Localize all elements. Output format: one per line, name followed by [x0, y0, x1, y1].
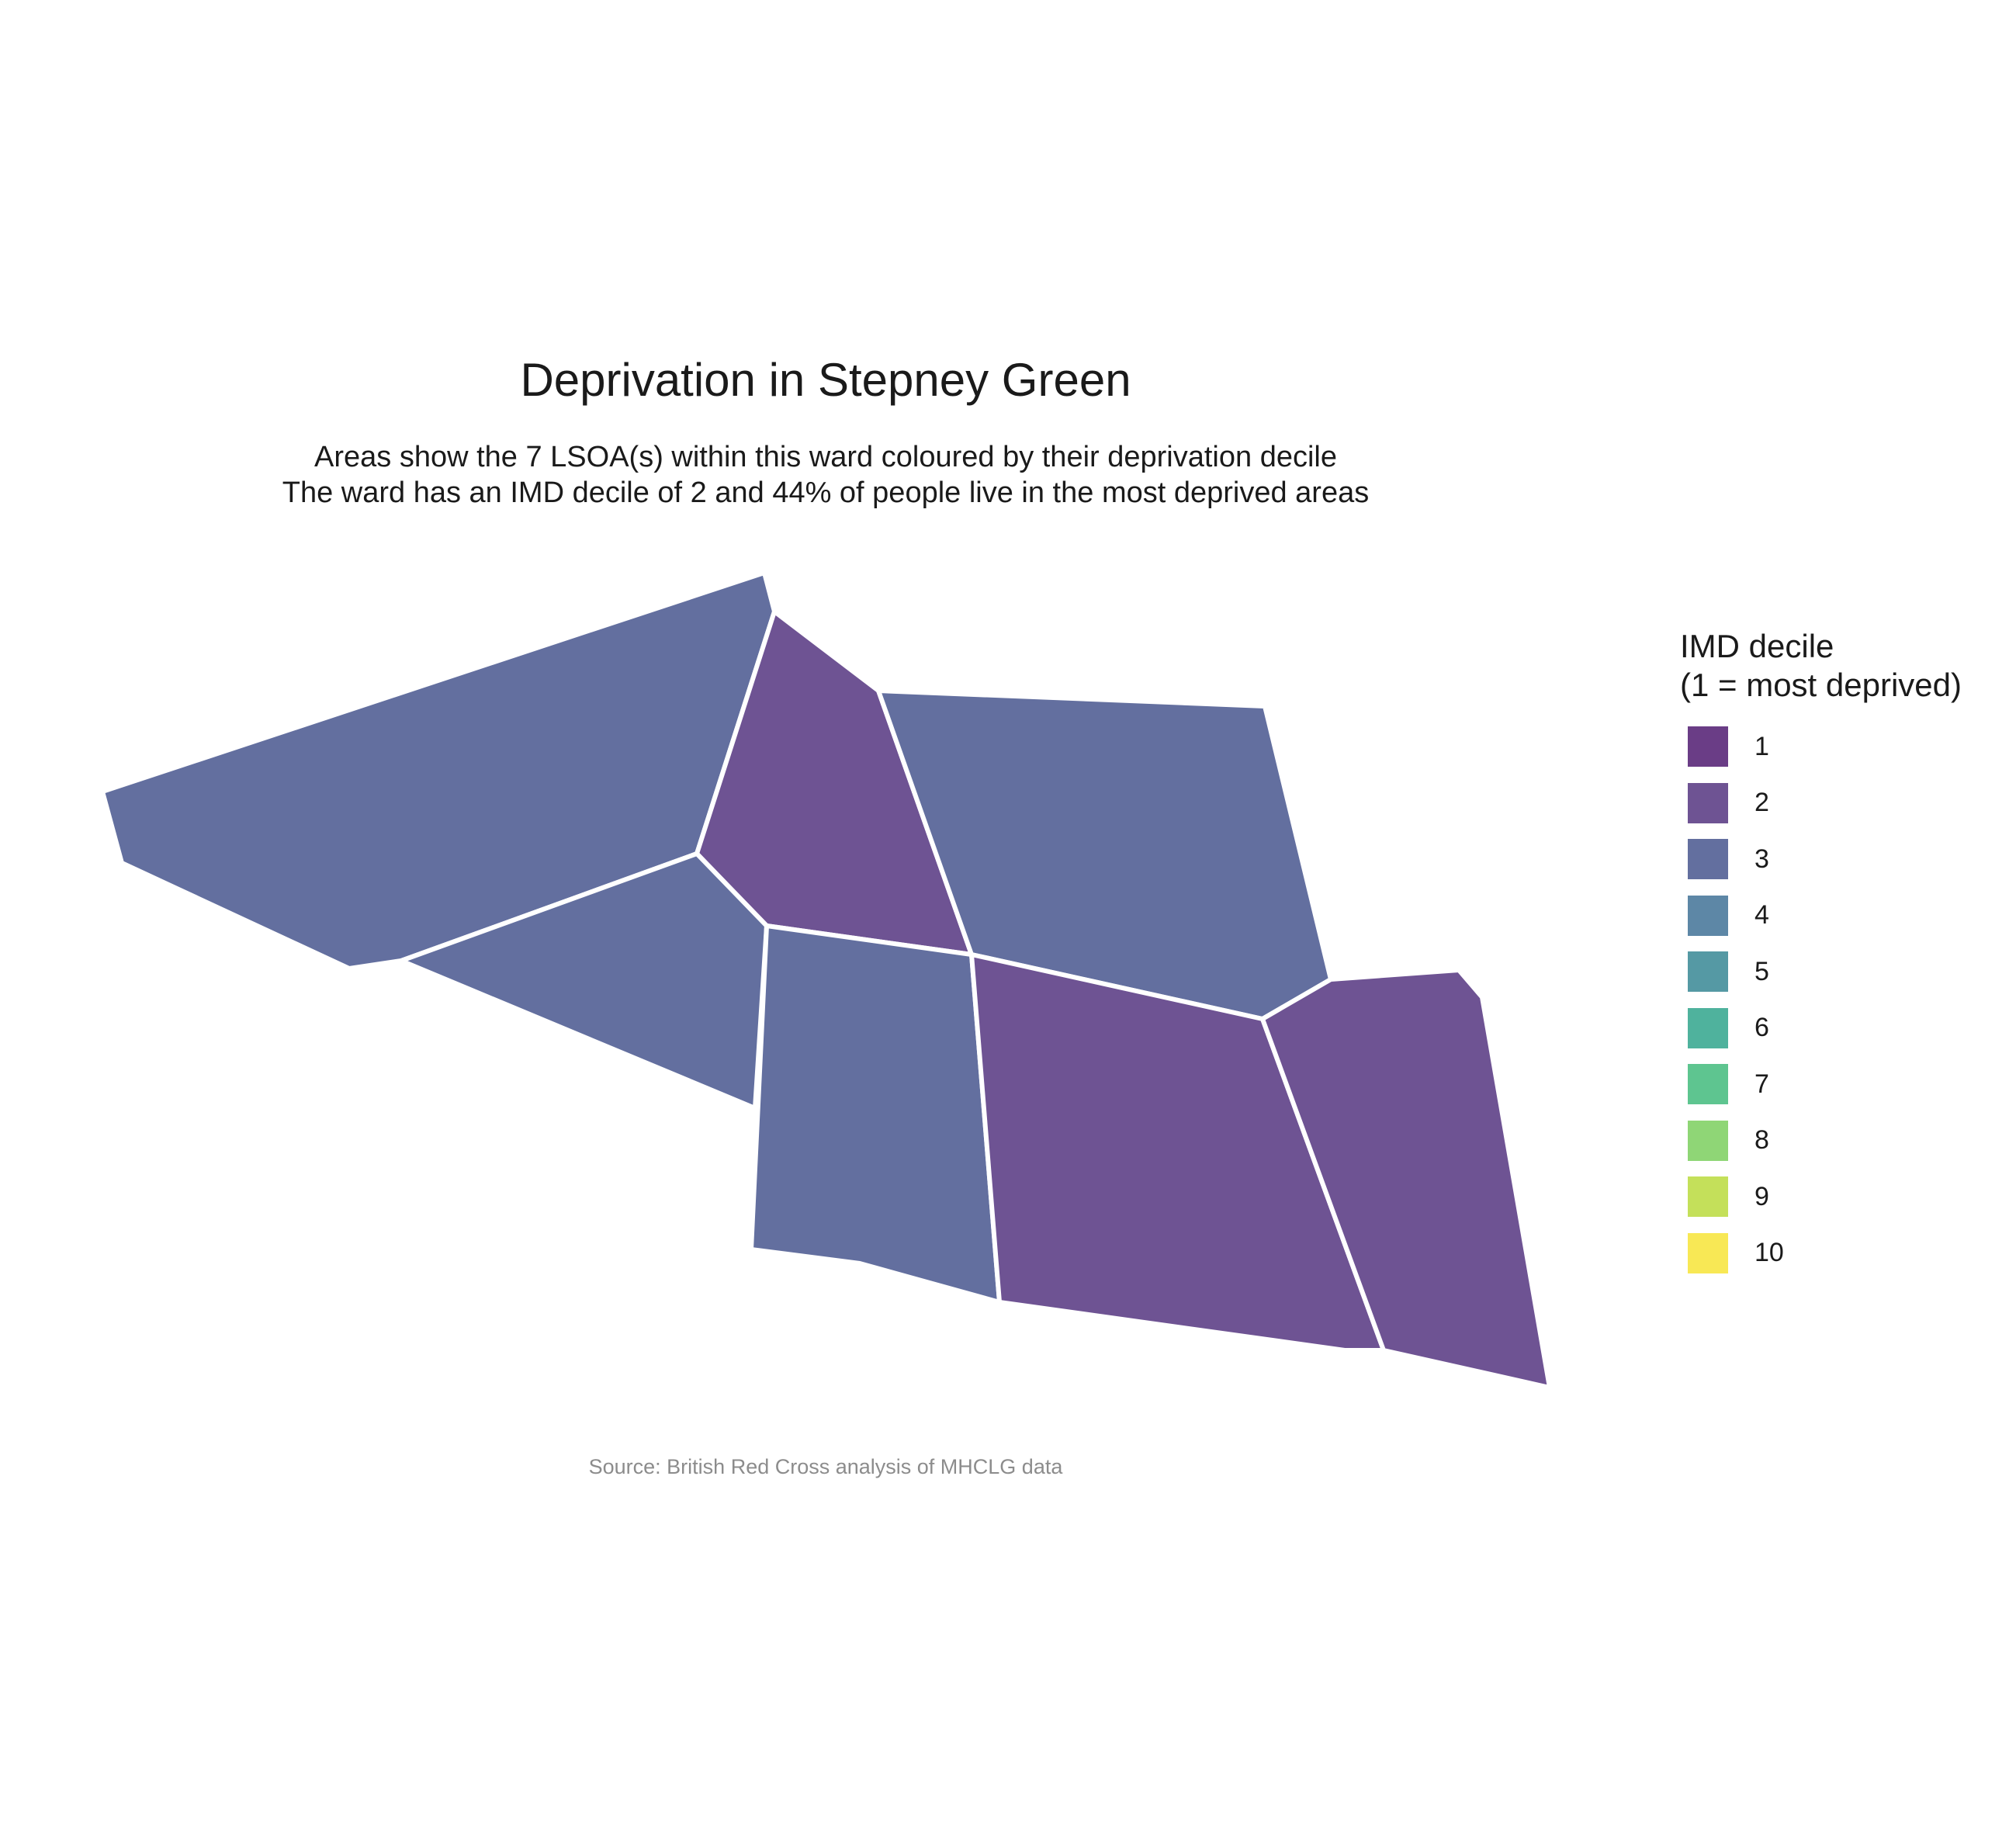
legend-title-line-1: IMD decile [1680, 628, 1834, 664]
legend-item: 5 [1680, 944, 1962, 1000]
legend-item: 4 [1680, 888, 1962, 944]
legend-label: 10 [1754, 1238, 1784, 1268]
legend-label: 5 [1754, 956, 1769, 986]
legend-swatch [1688, 1232, 1728, 1273]
legend-swatch [1688, 839, 1728, 880]
legend-swatch [1688, 726, 1728, 768]
map-caption: Source: British Red Cross analysis of MH… [588, 1455, 1063, 1478]
legend-label: 4 [1754, 900, 1769, 930]
legend-label: 3 [1754, 844, 1769, 874]
legend-item: 10 [1680, 1225, 1962, 1282]
lsoa-area-southeast[interactable] [969, 952, 1386, 1353]
legend-item: 8 [1680, 1113, 1962, 1169]
map-title: Deprivation in Stepney Green [520, 354, 1131, 406]
map-subtitle-line-1: Areas show the 7 LSOA(s) within this war… [314, 441, 1337, 473]
lsoa-area-south-central[interactable] [749, 923, 1002, 1305]
legend-swatch [1688, 895, 1728, 936]
legend-label: 7 [1754, 1069, 1769, 1099]
legend-items: 1 2 3 4 5 6 7 8 9 10 [1680, 719, 1962, 1281]
legend-item: 3 [1680, 831, 1962, 888]
legend-swatch [1688, 782, 1728, 823]
legend-swatch [1688, 1064, 1728, 1105]
legend-label: 9 [1754, 1181, 1769, 1211]
legend-item: 9 [1680, 1169, 1962, 1225]
legend-item: 2 [1680, 775, 1962, 832]
legend-label: 1 [1754, 731, 1769, 761]
legend-label: 2 [1754, 788, 1769, 818]
legend-item: 6 [1680, 1000, 1962, 1057]
legend-swatch [1688, 1176, 1728, 1218]
legend-title-line-2: (1 = most deprived) [1680, 667, 1962, 703]
legend-swatch [1688, 1007, 1728, 1048]
lsoa-area-east[interactable] [1260, 968, 1552, 1390]
map-subtitle-line-2: The ward has an IMD decile of 2 and 44% … [282, 476, 1370, 509]
legend-item: 7 [1680, 1056, 1962, 1113]
legend-swatch [1688, 951, 1728, 993]
legend-item: 1 [1680, 719, 1962, 775]
map-legend: IMD decile (1 = most deprived) 1 2 3 4 5 6 7 8 9… [1680, 627, 1962, 1281]
legend-label: 8 [1754, 1125, 1769, 1156]
legend-label: 6 [1754, 1013, 1769, 1043]
legend-title: IMD decile (1 = most deprived) [1680, 627, 1962, 705]
legend-swatch [1688, 1120, 1728, 1161]
